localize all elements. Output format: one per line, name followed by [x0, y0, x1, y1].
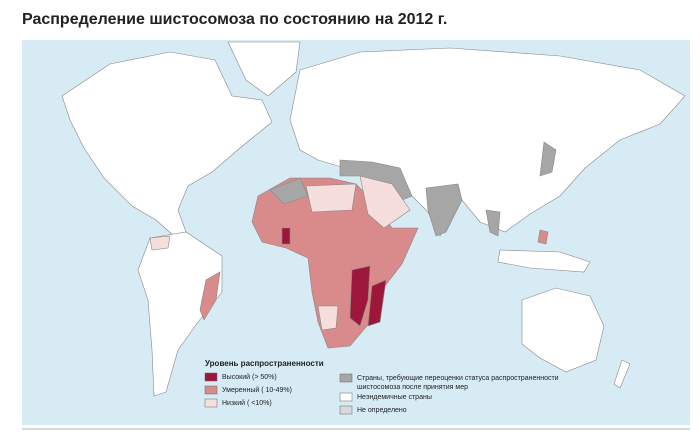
arabia	[359, 175, 411, 229]
title: Распределение шистосомоза по состоянию н…	[22, 11, 447, 28]
mozambique	[349, 265, 371, 327]
north-america	[61, 51, 273, 237]
greenland	[227, 41, 301, 97]
legend-swatch	[339, 405, 353, 415]
legend-swatch	[204, 372, 218, 382]
legend-swatch	[339, 392, 353, 402]
philippines	[537, 229, 549, 245]
legend: Уровень распространенности Высокий (> 50…	[204, 359, 559, 415]
legend-label: шистосомоза после принятия мер	[357, 384, 468, 391]
legend-swatch	[204, 385, 218, 395]
brazil-east	[199, 271, 221, 321]
north-africa-low	[305, 183, 357, 213]
south-africa-low	[317, 305, 339, 331]
legend-label: Страны, требующие переоценки статуса рас…	[357, 374, 559, 382]
venezuela	[149, 235, 171, 251]
legend-swatch	[204, 398, 218, 408]
australia	[521, 287, 605, 373]
legend-label: Умеренный ( 10-49%)	[222, 386, 292, 394]
ghana	[281, 227, 291, 245]
india	[425, 183, 463, 237]
legend-label: Высокий (> 50%)	[222, 373, 277, 381]
legend-label: Неэндемичные страны	[357, 394, 432, 401]
japan	[539, 141, 557, 177]
legend-title: Уровень распространенности	[205, 359, 324, 368]
map	[61, 41, 686, 397]
legend-label: Не определено	[357, 407, 407, 414]
madagascar	[367, 279, 387, 327]
legend-label: Низкий ( <10%)	[222, 399, 272, 407]
legend-swatch	[339, 373, 353, 383]
new-zealand	[613, 359, 631, 389]
south-america	[137, 231, 223, 397]
se-asia	[485, 209, 501, 237]
indonesia	[497, 249, 591, 273]
